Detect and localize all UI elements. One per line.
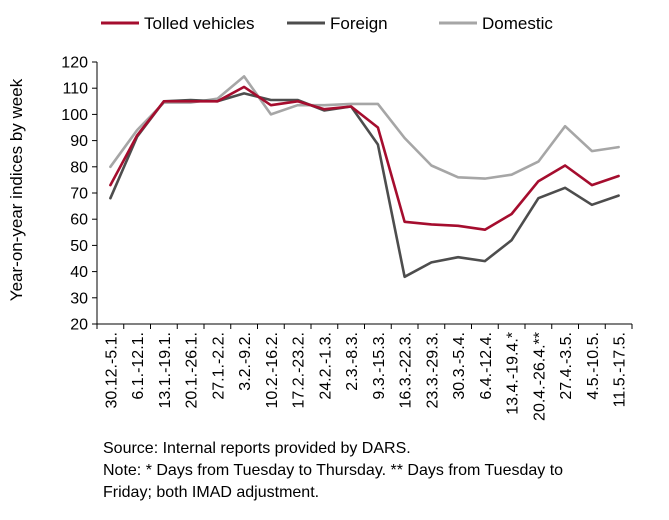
x-tick-label: 6.1.-12.1. xyxy=(130,332,147,400)
x-tick-label: 24.2.-1.3. xyxy=(317,332,334,400)
x-tick-label: 17.2.-23.2. xyxy=(291,332,308,409)
series-group xyxy=(109,75,620,279)
x-tick-label: 30.12.-5.1. xyxy=(103,332,120,409)
legend-label: Foreign xyxy=(330,14,388,33)
x-tick-label: 4.5.-10.5. xyxy=(585,332,602,400)
y-axis-label: Year-on-year indices by week xyxy=(7,78,26,301)
y-tick-label: 60 xyxy=(70,212,88,229)
x-tick-label: 11.5.-17.5. xyxy=(612,332,629,407)
x-tick-label: 30.3.-5.4. xyxy=(451,332,468,400)
y-tick-label: 80 xyxy=(70,159,88,176)
x-tick-label: 16.3.-22.3. xyxy=(398,332,415,409)
x-axis-ticks: 30.12.-5.1. 6.1.-12.1. 13.1.-19.1. 20.1.-26… xyxy=(96,324,633,421)
x-tick-label: 27.4.-3.5. xyxy=(558,332,575,400)
footnote-line-1: Note: * Days from Tuesday to Thursday. *… xyxy=(103,462,564,479)
y-tick-label: 20 xyxy=(70,317,88,334)
series-line-foreign xyxy=(109,92,620,279)
y-tick-label: 90 xyxy=(70,133,88,150)
source-note: Source: Internal reports provided by DAR… xyxy=(103,440,411,457)
y-tick-label: 30 xyxy=(70,290,88,307)
y-tick-label: 110 xyxy=(62,81,88,98)
series-line-tolled-vehicles xyxy=(109,85,620,231)
y-tick-label: 40 xyxy=(70,264,88,281)
y-tick-label: 70 xyxy=(70,186,88,203)
y-axis-ticks: 20 30 40 50 60 70 80 90 100 110 120 xyxy=(61,55,97,334)
x-tick-label: 2.3.-8.3. xyxy=(344,332,361,391)
footnote-line-2: Friday; both IMAD adjustment. xyxy=(103,484,320,501)
x-tick-label: 10.2.-16.2. xyxy=(264,332,281,409)
x-tick-label: 13.1.-19.1. xyxy=(157,332,174,409)
legend-label: Tolled vehicles xyxy=(144,14,255,33)
x-tick-label: 9.3.-15.3. xyxy=(371,332,388,400)
x-tick-label: 23.3.-29.3. xyxy=(424,332,441,409)
y-tick-label: 50 xyxy=(70,238,88,255)
legend-label: Domestic xyxy=(482,14,553,33)
y-tick-label: 100 xyxy=(61,107,88,124)
legend: Tolled vehicles Foreign Domestic xyxy=(101,14,553,33)
x-tick-label: 20.4.-26.4.** xyxy=(531,332,548,421)
x-tick-label: 3.2.-9.2. xyxy=(237,332,254,391)
x-tick-label: 13.4.-19.4.* xyxy=(505,332,522,415)
x-tick-label: 20.1.-26.1. xyxy=(184,332,201,409)
y-tick-label: 120 xyxy=(61,55,88,72)
x-tick-label: 27.1.-2.2. xyxy=(210,332,227,400)
x-tick-label: 6.4.-12.4. xyxy=(478,332,495,400)
